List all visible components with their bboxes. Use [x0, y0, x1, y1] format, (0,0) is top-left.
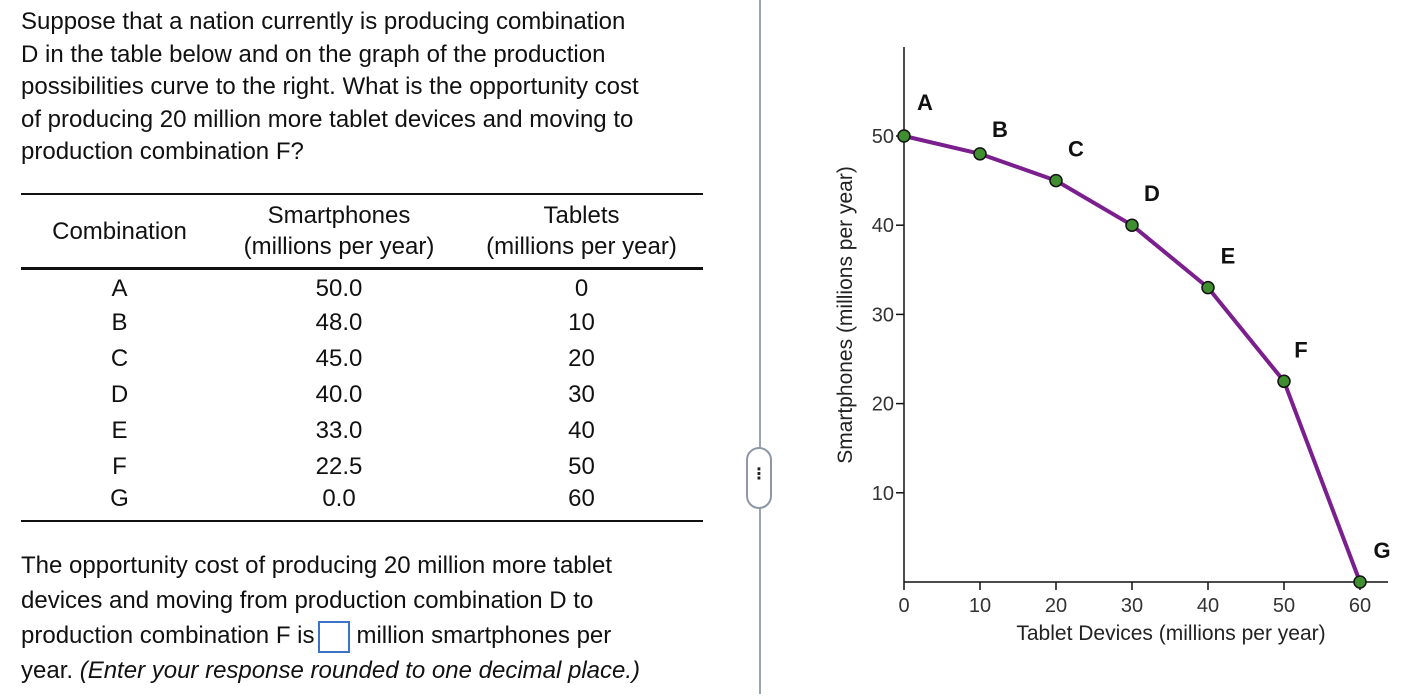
answer-line: production combination F is million smart…	[21, 618, 721, 653]
x-tick-label: 0	[898, 595, 909, 617]
x-tick-label: 30	[1121, 595, 1143, 617]
point-label-f: F	[1294, 337, 1307, 362]
ppc-chart: 0 10 20 30 40 50 60 10 20 30 40 50 A B C D E F G Tablet D…	[780, 0, 1416, 694]
point-label-d: D	[1144, 181, 1160, 206]
answer-line: year. (Enter your response rounded to on…	[21, 653, 721, 688]
cell-tablets: 0	[574, 275, 589, 303]
data-point-f	[1277, 374, 1291, 389]
x-tick-label: 50	[1273, 595, 1295, 617]
cell-combination: A	[111, 275, 128, 303]
question-line: production combination F?	[21, 138, 304, 165]
answer-line: devices and moving from production combi…	[21, 587, 594, 614]
x-tick-label: 40	[1197, 595, 1219, 617]
y-axis-label: Smartphones (millions per year)	[834, 166, 857, 464]
y-tick-label: 40	[872, 215, 894, 237]
answer-input[interactable]	[318, 620, 351, 653]
table-row: A 50.0 0	[21, 269, 703, 305]
point-label-c: C	[1068, 137, 1084, 162]
table-row: D 40.0 30	[21, 377, 703, 413]
y-tick-label: 20	[872, 394, 894, 416]
header-tablets: Tablets (millions per year)	[486, 202, 677, 260]
point-label-e: E	[1221, 244, 1236, 269]
cell-smartphones: 48.0	[315, 308, 363, 336]
cell-combination: C	[110, 344, 129, 372]
header-combination: Combination	[52, 217, 187, 245]
drag-handle-icon: ⋮	[751, 464, 767, 483]
answer-year-text: year.	[21, 657, 74, 684]
data-point-e	[1201, 280, 1215, 295]
y-tick-label: 30	[872, 304, 894, 326]
cell-tablets: 20	[568, 344, 595, 372]
cell-smartphones: 0.0	[322, 485, 356, 512]
point-label-g: G	[1373, 538, 1390, 563]
question-line: of producing 20 million more tablet devi…	[21, 105, 634, 133]
cell-tablets: 40	[568, 416, 595, 444]
table-row: F 22.5 50	[21, 449, 703, 485]
table-row: G 0.0 60	[21, 485, 703, 521]
cell-smartphones: 50.0	[315, 275, 363, 303]
question-line: Suppose that a nation currently is produ…	[21, 8, 626, 35]
x-tick-label: 20	[1045, 595, 1067, 617]
data-point-d	[1125, 218, 1139, 232]
panel-divider	[759, 0, 761, 694]
answer-text-before-input: production combination F is	[21, 622, 315, 649]
cell-smartphones: 45.0	[315, 344, 363, 372]
data-point-c	[1049, 173, 1063, 188]
header-smartphones: Smartphones (millions per year)	[243, 202, 435, 260]
chart-axes	[903, 47, 1388, 583]
question-text: Suppose that a nation currently is produ…	[21, 6, 721, 169]
table-header-row: Combination Smartphones (millions per ye…	[21, 194, 703, 269]
cell-tablets: 60	[568, 485, 595, 512]
x-axis-label: Tablet Devices (millions per year)	[1016, 622, 1325, 645]
cell-smartphones: 22.5	[315, 452, 363, 480]
cell-combination: B	[111, 308, 128, 336]
y-tick-label: 50	[872, 126, 894, 148]
x-tick-label: 60	[1349, 595, 1371, 617]
data-point-g	[1353, 575, 1367, 589]
resize-handle[interactable]: ⋮	[746, 447, 772, 509]
y-tick-label: 10	[872, 483, 894, 505]
table-row: B 48.0 10	[21, 305, 703, 341]
data-point-b	[973, 147, 987, 161]
answer-text-after-input: million smartphones per	[356, 622, 612, 649]
x-tick-label: 10	[969, 595, 991, 617]
ppc-curve	[903, 134, 1362, 583]
table-row: C 45.0 20	[21, 341, 703, 377]
answer-line: The opportunity cost of producing 20 mil…	[21, 552, 612, 579]
cell-tablets: 50	[568, 452, 595, 480]
question-line: possibilities curve to the right. What i…	[21, 73, 639, 100]
production-table: Combination Smartphones (millions per ye…	[21, 193, 703, 522]
question-line: D in the table below and on the graph of…	[21, 40, 606, 68]
answer-text: The opportunity cost of producing 20 mil…	[21, 548, 721, 688]
data-point-a	[897, 129, 911, 143]
table-row: E 33.0 40	[21, 413, 703, 449]
chart-svg: 0 10 20 30 40 50 60 10 20 30 40 50 A B C D E F G Tablet D…	[834, 47, 1391, 645]
cell-combination: G	[110, 485, 129, 512]
cell-combination: D	[110, 380, 129, 408]
point-label-b: B	[992, 117, 1008, 142]
cell-tablets: 10	[568, 308, 595, 336]
cell-smartphones: 33.0	[315, 416, 363, 444]
cell-tablets: 30	[568, 380, 595, 408]
rounding-note: (Enter your response rounded to one deci…	[79, 657, 641, 684]
cell-smartphones: 40.0	[315, 380, 363, 408]
question-panel: Suppose that a nation currently is produ…	[21, 6, 721, 688]
point-label-a: A	[917, 90, 933, 115]
cell-combination: F	[112, 452, 127, 480]
cell-combination: E	[111, 416, 128, 444]
